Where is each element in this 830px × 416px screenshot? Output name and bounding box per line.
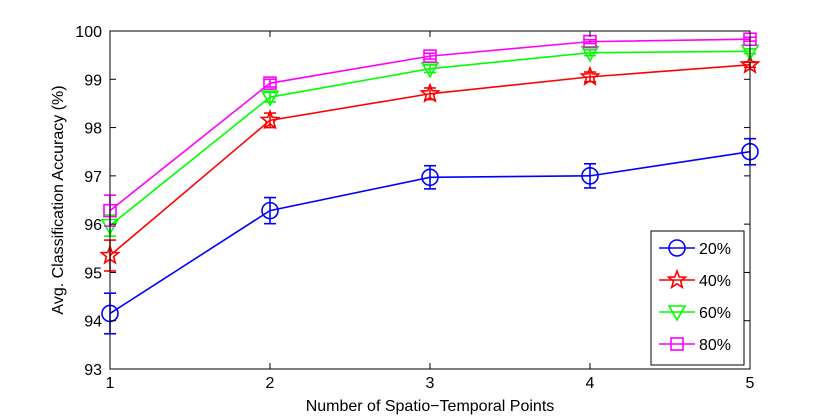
legend-item: 40% [659,268,731,290]
y-tick-label: 93 [84,362,102,379]
x-tick-label: 4 [586,375,595,392]
data-point [259,109,281,130]
data-point [261,201,279,220]
legend-label: 60% [699,305,731,322]
data-point [260,90,280,107]
y-axis-label: Avg. Classification Accuracy (%) [50,85,67,314]
legend-item: 80% [659,337,731,354]
series-60pct [100,44,760,238]
legend-item: 60% [659,305,731,322]
legend-box [650,230,745,366]
data-point [580,45,600,63]
data-point [581,167,599,185]
legend-label: 20% [699,241,731,258]
legend-marker [667,305,687,322]
data-point [421,168,439,187]
legend-label: 40% [699,273,731,290]
legend-item: 20% [659,239,731,258]
legend-marker [668,239,686,257]
y-tick-label: 94 [84,314,102,331]
x-tick-label: 3 [426,375,435,392]
x-tick-label: 5 [746,375,755,392]
data-point [419,82,441,103]
y-tick-label: 99 [84,72,102,89]
legend-label: 80% [699,337,731,354]
data-point [579,65,601,86]
y-tick-label: 96 [84,217,102,234]
data-point [263,76,277,90]
x-axis-label: Number of Spatio−Temporal Points [306,398,555,415]
x-tick-label: 2 [266,375,275,392]
y-tick-label: 98 [84,121,102,138]
legend-marker [670,337,684,351]
ticks-layer: 1 2 3 4 5 93 94 95 96 97 98 99 100 [75,24,754,392]
x-tick-label: 1 [106,375,115,392]
data-point [423,49,437,63]
legend: 20% 40% 60% 80% [650,230,745,366]
y-tick-label: 97 [84,169,102,186]
legend-marker [666,268,688,290]
y-tick-label: 95 [84,265,102,282]
y-tick-label: 100 [75,24,102,41]
